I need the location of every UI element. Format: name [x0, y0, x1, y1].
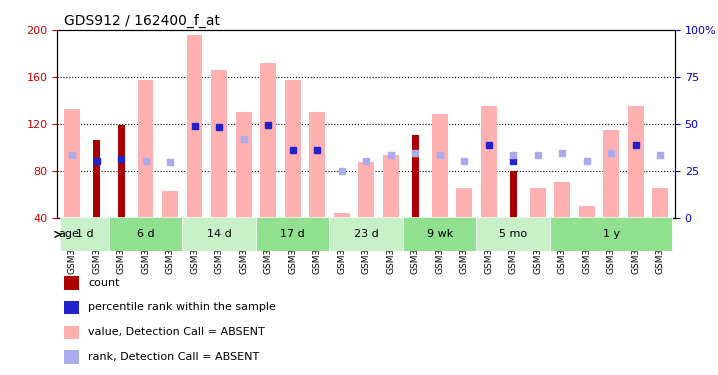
Bar: [358, 162, 374, 218]
Bar: [510, 171, 517, 217]
Text: value, Detection Call = ABSENT: value, Detection Call = ABSENT: [88, 327, 265, 337]
Bar: [432, 114, 447, 218]
FancyBboxPatch shape: [477, 217, 550, 251]
Text: 9 wk: 9 wk: [426, 230, 453, 239]
Bar: [309, 112, 325, 218]
Bar: [603, 130, 619, 218]
Text: count: count: [88, 278, 120, 288]
Bar: [64, 326, 79, 339]
Bar: [383, 155, 398, 218]
Text: 1 d: 1 d: [75, 230, 93, 239]
Bar: [334, 213, 350, 217]
Bar: [187, 35, 202, 218]
Text: 5 mo: 5 mo: [499, 230, 527, 239]
Bar: [411, 135, 419, 218]
Bar: [162, 190, 178, 217]
FancyBboxPatch shape: [550, 217, 673, 251]
Bar: [481, 106, 497, 218]
Bar: [261, 63, 276, 217]
Text: percentile rank within the sample: percentile rank within the sample: [88, 303, 276, 312]
Text: 1 y: 1 y: [602, 230, 620, 239]
FancyBboxPatch shape: [256, 217, 330, 251]
Bar: [138, 80, 154, 218]
Text: 23 d: 23 d: [354, 230, 378, 239]
Text: age: age: [58, 230, 79, 239]
Text: 14 d: 14 d: [207, 230, 231, 239]
FancyBboxPatch shape: [60, 217, 109, 251]
Bar: [285, 80, 301, 218]
Bar: [93, 140, 100, 218]
Text: 17 d: 17 d: [280, 230, 305, 239]
Bar: [64, 350, 79, 364]
Bar: [579, 206, 595, 218]
Bar: [628, 106, 643, 218]
Bar: [118, 125, 125, 217]
Bar: [236, 112, 251, 218]
Bar: [457, 188, 472, 218]
Bar: [554, 182, 570, 218]
Text: 6 d: 6 d: [137, 230, 154, 239]
FancyBboxPatch shape: [182, 217, 256, 251]
FancyBboxPatch shape: [330, 217, 403, 251]
Bar: [64, 276, 79, 290]
Bar: [65, 108, 80, 217]
Text: GDS912 / 162400_f_at: GDS912 / 162400_f_at: [64, 13, 220, 28]
Text: rank, Detection Call = ABSENT: rank, Detection Call = ABSENT: [88, 352, 260, 362]
FancyBboxPatch shape: [403, 217, 477, 251]
Bar: [530, 188, 546, 218]
Bar: [64, 301, 79, 314]
Bar: [653, 188, 668, 218]
Bar: [211, 70, 227, 217]
FancyBboxPatch shape: [109, 217, 182, 251]
